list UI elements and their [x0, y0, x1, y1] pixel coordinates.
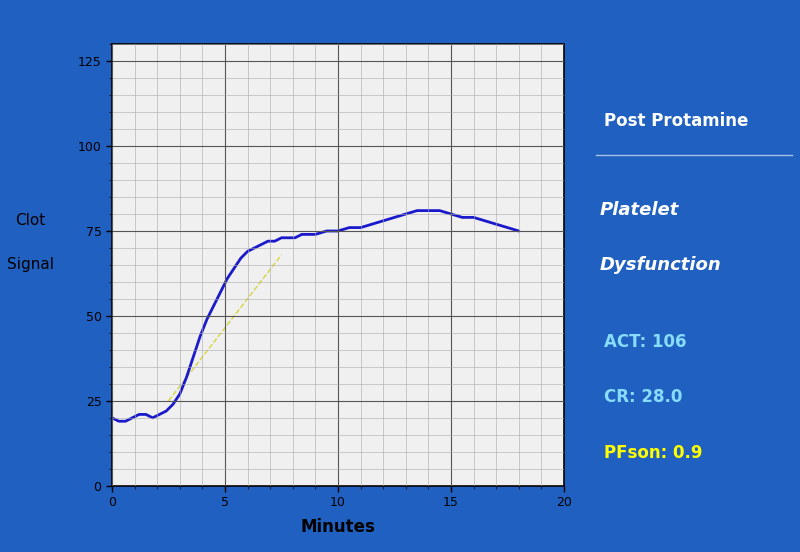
Text: CR: 28.0: CR: 28.0: [604, 389, 682, 406]
Text: Post Protamine: Post Protamine: [604, 113, 748, 130]
Text: Dysfunction: Dysfunction: [600, 256, 722, 274]
Text: Clot: Clot: [15, 213, 46, 229]
Text: Signal: Signal: [7, 257, 54, 273]
Text: ACT: 106: ACT: 106: [604, 333, 686, 351]
Text: PFson: 0.9: PFson: 0.9: [604, 444, 702, 461]
X-axis label: Minutes: Minutes: [301, 518, 375, 535]
Text: Platelet: Platelet: [600, 201, 679, 219]
